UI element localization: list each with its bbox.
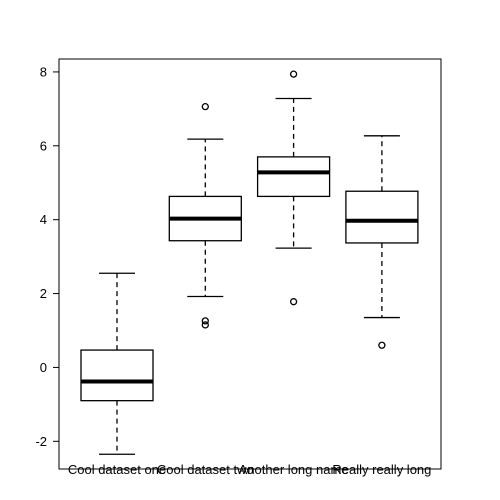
outlier-point xyxy=(289,298,298,306)
y-tick-label: 4 xyxy=(40,212,47,227)
boxes-layer xyxy=(80,70,419,455)
box-3 xyxy=(256,70,331,306)
outlier-point xyxy=(201,317,209,325)
y-tick-label: 6 xyxy=(40,138,47,153)
y-axis: -2 0 2 4 6 8 xyxy=(35,64,59,449)
box-2 xyxy=(168,102,242,329)
y-tick-label: 2 xyxy=(40,286,47,301)
outlier-point xyxy=(289,70,298,78)
x-category-label: Cool dataset one xyxy=(68,462,166,477)
box-4 xyxy=(345,135,419,349)
y-tick-label: 0 xyxy=(40,360,47,375)
y-tick-label: 8 xyxy=(40,64,47,79)
iqr-box xyxy=(80,349,154,402)
x-category-label: Really really long xyxy=(332,462,431,477)
y-tick-label: -2 xyxy=(35,434,47,449)
iqr-box xyxy=(256,156,331,198)
box-1 xyxy=(80,272,154,455)
x-category-label: Cool dataset two xyxy=(157,462,254,477)
outlier-point xyxy=(378,341,386,349)
outlier-point xyxy=(201,321,209,329)
plot-frame xyxy=(58,58,442,470)
iqr-box xyxy=(345,190,419,244)
x-category-label: Another long name xyxy=(239,462,349,477)
outlier-point xyxy=(201,102,209,111)
